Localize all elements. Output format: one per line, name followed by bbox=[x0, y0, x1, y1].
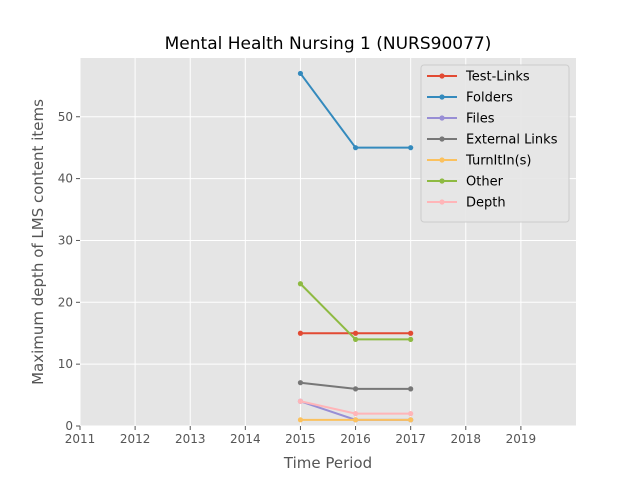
legend-marker bbox=[439, 73, 445, 79]
data-point-folders bbox=[352, 145, 359, 151]
x-axis-label: Time Period bbox=[283, 454, 372, 472]
legend-label: External Links bbox=[466, 133, 558, 148]
legend-marker bbox=[439, 136, 445, 142]
data-point-turnitin-s bbox=[297, 417, 304, 423]
y-tick-label: 10 bbox=[58, 357, 73, 371]
data-point-depth bbox=[408, 411, 414, 417]
legend-item: External Links bbox=[427, 133, 558, 148]
series-turnitin-s bbox=[297, 417, 414, 423]
legend-item: Folders bbox=[427, 91, 513, 106]
x-tick-label: 2011 bbox=[65, 432, 96, 446]
data-point-turnitin-s bbox=[408, 417, 414, 423]
data-point-external-links bbox=[408, 386, 414, 392]
legend-marker bbox=[439, 94, 445, 100]
legend-item: Depth bbox=[427, 196, 506, 211]
data-point-depth bbox=[297, 398, 304, 404]
data-point-test-links bbox=[408, 330, 414, 336]
legend-marker bbox=[439, 157, 445, 163]
data-point-test-links bbox=[297, 330, 304, 336]
x-tick-label: 2017 bbox=[395, 432, 426, 446]
x-tick-label: 2018 bbox=[451, 432, 482, 446]
legend-box bbox=[420, 64, 570, 223]
x-tick-label: 2014 bbox=[230, 432, 261, 446]
x-tick-label: 2019 bbox=[506, 432, 537, 446]
legend-label: Other bbox=[466, 175, 504, 190]
legend-label: Test-Links bbox=[465, 70, 530, 85]
series-test-links bbox=[297, 330, 414, 336]
series-folders bbox=[297, 70, 414, 151]
legend-label: Folders bbox=[466, 91, 513, 106]
legend-label: Depth bbox=[466, 196, 506, 211]
data-point-depth bbox=[352, 411, 359, 417]
series-other bbox=[297, 281, 414, 343]
legend-label: TurnItIn(s) bbox=[465, 154, 531, 169]
y-axis-label: Maximum depth of LMS content items bbox=[29, 99, 47, 385]
y-tick-label: 0 bbox=[65, 419, 73, 433]
data-point-external-links bbox=[352, 386, 359, 392]
data-point-test-links bbox=[352, 330, 359, 336]
data-point-external-links bbox=[297, 380, 304, 386]
data-point-folders bbox=[297, 70, 304, 77]
legend-marker bbox=[439, 178, 445, 184]
data-point-folders bbox=[408, 145, 414, 151]
legend-item: Files bbox=[427, 112, 495, 127]
data-point-other bbox=[352, 336, 359, 343]
x-tick-label: 2012 bbox=[120, 432, 151, 446]
x-axis-ticks: 2011 2012 2013 2014 2015 2016 2017 2018 2019 bbox=[65, 426, 536, 446]
series-depth bbox=[297, 398, 414, 417]
data-point-turnitin-s bbox=[352, 417, 359, 423]
x-tick-label: 2016 bbox=[340, 432, 371, 446]
y-tick-label: 20 bbox=[58, 295, 73, 309]
legend-marker bbox=[439, 115, 445, 121]
legend: Test-Links Folders Files External Links Turn… bbox=[420, 64, 570, 223]
x-tick-label: 2013 bbox=[175, 432, 206, 446]
grid bbox=[79, 58, 576, 427]
series-external-links bbox=[297, 380, 414, 392]
y-tick-label: 50 bbox=[58, 110, 73, 124]
chart-title: Mental Health Nursing 1 (NURS90077) bbox=[165, 34, 492, 54]
legend-item: Test-Links bbox=[427, 70, 530, 85]
data-point-other bbox=[408, 336, 414, 343]
legend-item: TurnItIn(s) bbox=[427, 154, 531, 169]
y-tick-label: 30 bbox=[58, 233, 73, 247]
x-tick-label: 2015 bbox=[285, 432, 316, 446]
legend-item: Other bbox=[427, 175, 504, 190]
y-axis-ticks: 0 10 20 30 40 50 bbox=[58, 110, 80, 433]
legend-label: Files bbox=[466, 112, 495, 127]
series-lines bbox=[297, 70, 414, 423]
data-point-other bbox=[297, 281, 304, 287]
legend-marker bbox=[439, 199, 445, 205]
y-tick-label: 40 bbox=[58, 172, 73, 186]
